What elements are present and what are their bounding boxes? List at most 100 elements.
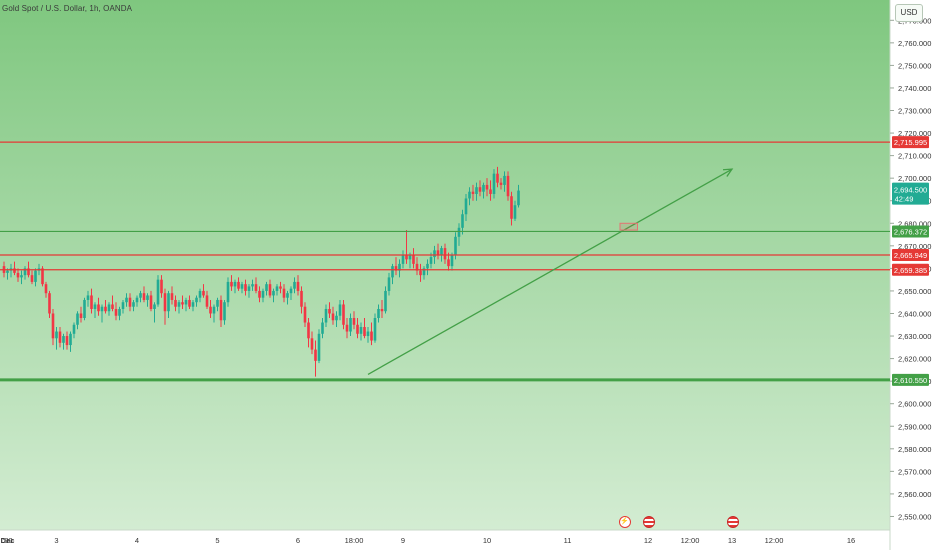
candle-body[interactable] — [272, 290, 275, 296]
candle-body[interactable] — [457, 227, 461, 237]
candle-body[interactable] — [356, 324, 359, 334]
lightning-icon[interactable]: ⚡ — [618, 516, 631, 528]
candle-body[interactable] — [384, 290, 387, 312]
candle-body[interactable] — [405, 254, 408, 260]
candle-body[interactable] — [23, 268, 27, 276]
candle-body[interactable] — [44, 284, 48, 294]
candle-body[interactable] — [300, 290, 303, 307]
candle-body[interactable] — [69, 333, 72, 346]
candle-body[interactable] — [79, 313, 83, 318]
candle-body[interactable] — [100, 306, 104, 312]
candle-body[interactable] — [114, 308, 118, 316]
candle-body[interactable] — [118, 308, 121, 316]
candle-body[interactable] — [370, 331, 373, 341]
candle-body[interactable] — [338, 304, 342, 316]
candle-body[interactable] — [471, 191, 475, 194]
candle-body[interactable] — [226, 281, 230, 303]
candle-body[interactable] — [450, 254, 454, 267]
candle-body[interactable] — [191, 302, 195, 307]
candle-body[interactable] — [55, 331, 58, 339]
candle-body[interactable] — [489, 189, 492, 194]
candle-body[interactable] — [30, 275, 34, 282]
candle-body[interactable] — [93, 304, 97, 309]
candle-body[interactable] — [160, 279, 163, 294]
candle-body[interactable] — [125, 297, 128, 303]
candle-body[interactable] — [34, 270, 37, 282]
candle-body[interactable] — [205, 295, 209, 307]
candle-body[interactable] — [282, 288, 286, 298]
candle-body[interactable] — [286, 293, 289, 298]
candle-body[interactable] — [496, 173, 499, 183]
candle-body[interactable] — [506, 175, 510, 197]
candle-body[interactable] — [212, 306, 216, 314]
candle-body[interactable] — [415, 263, 419, 271]
candle-body[interactable] — [293, 281, 296, 289]
candle-body[interactable] — [177, 302, 181, 307]
candle-body[interactable] — [510, 196, 513, 219]
candle-body[interactable] — [237, 281, 240, 289]
candle-body[interactable] — [478, 187, 482, 192]
candle-body[interactable] — [485, 184, 489, 190]
candle-body[interactable] — [419, 270, 422, 276]
candle-body[interactable] — [216, 299, 219, 307]
candle-body[interactable] — [513, 205, 517, 219]
candle-body[interactable] — [265, 284, 268, 291]
candle-body[interactable] — [492, 173, 496, 194]
candle-body[interactable] — [149, 295, 153, 309]
candle-body[interactable] — [349, 318, 352, 332]
candle-body[interactable] — [27, 268, 30, 276]
candle-body[interactable] — [296, 281, 300, 291]
candle-body[interactable] — [408, 254, 412, 260]
candle-body[interactable] — [202, 290, 205, 296]
candle-body[interactable] — [135, 297, 139, 303]
candle-body[interactable] — [461, 214, 464, 228]
candle-body[interactable] — [464, 198, 468, 215]
candle-body[interactable] — [121, 302, 125, 309]
candle-body[interactable] — [181, 302, 184, 305]
candle-body[interactable] — [331, 313, 335, 321]
candle-body[interactable] — [13, 268, 16, 273]
candle-body[interactable] — [363, 327, 366, 337]
candle-body[interactable] — [97, 304, 100, 312]
candle-body[interactable] — [258, 290, 261, 298]
candle-body[interactable] — [394, 266, 398, 271]
candle-body[interactable] — [275, 286, 279, 291]
candle-body[interactable] — [86, 295, 90, 300]
candle-body[interactable] — [436, 250, 440, 255]
candle-body[interactable] — [76, 313, 79, 325]
candle-body[interactable] — [146, 295, 149, 300]
candle-body[interactable] — [142, 293, 146, 300]
candle-body[interactable] — [90, 295, 93, 309]
candle-body[interactable] — [41, 268, 44, 285]
candle-body[interactable] — [198, 290, 202, 298]
candle-body[interactable] — [132, 302, 135, 307]
candle-body[interactable] — [447, 259, 450, 267]
candle-body[interactable] — [391, 266, 394, 278]
candle-body[interactable] — [401, 254, 405, 264]
candle-body[interactable] — [251, 284, 254, 287]
candle-body[interactable] — [65, 336, 69, 346]
candle-body[interactable] — [240, 284, 244, 289]
candle-body[interactable] — [170, 293, 174, 300]
candle-body[interactable] — [244, 284, 247, 291]
candle-body[interactable] — [499, 182, 503, 185]
candle-body[interactable] — [345, 324, 349, 332]
candle-body[interactable] — [254, 284, 258, 291]
candle-body[interactable] — [111, 304, 114, 309]
candle-body[interactable] — [321, 322, 324, 334]
candle-body[interactable] — [373, 318, 377, 341]
candle-body[interactable] — [16, 272, 20, 278]
candle-body[interactable] — [387, 277, 391, 291]
us-flag-icon[interactable]: ≡ — [727, 516, 739, 528]
candle-body[interactable] — [482, 184, 485, 192]
candle-body[interactable] — [230, 281, 233, 287]
candle-body[interactable] — [51, 313, 55, 339]
candle-body[interactable] — [440, 248, 443, 255]
candle-body[interactable] — [20, 275, 23, 278]
candle-body[interactable] — [310, 338, 314, 350]
candle-body[interactable] — [233, 281, 237, 287]
candle-body[interactable] — [72, 324, 76, 334]
candle-body[interactable] — [184, 299, 188, 305]
candle-body[interactable] — [289, 288, 293, 294]
candle-body[interactable] — [139, 293, 142, 298]
